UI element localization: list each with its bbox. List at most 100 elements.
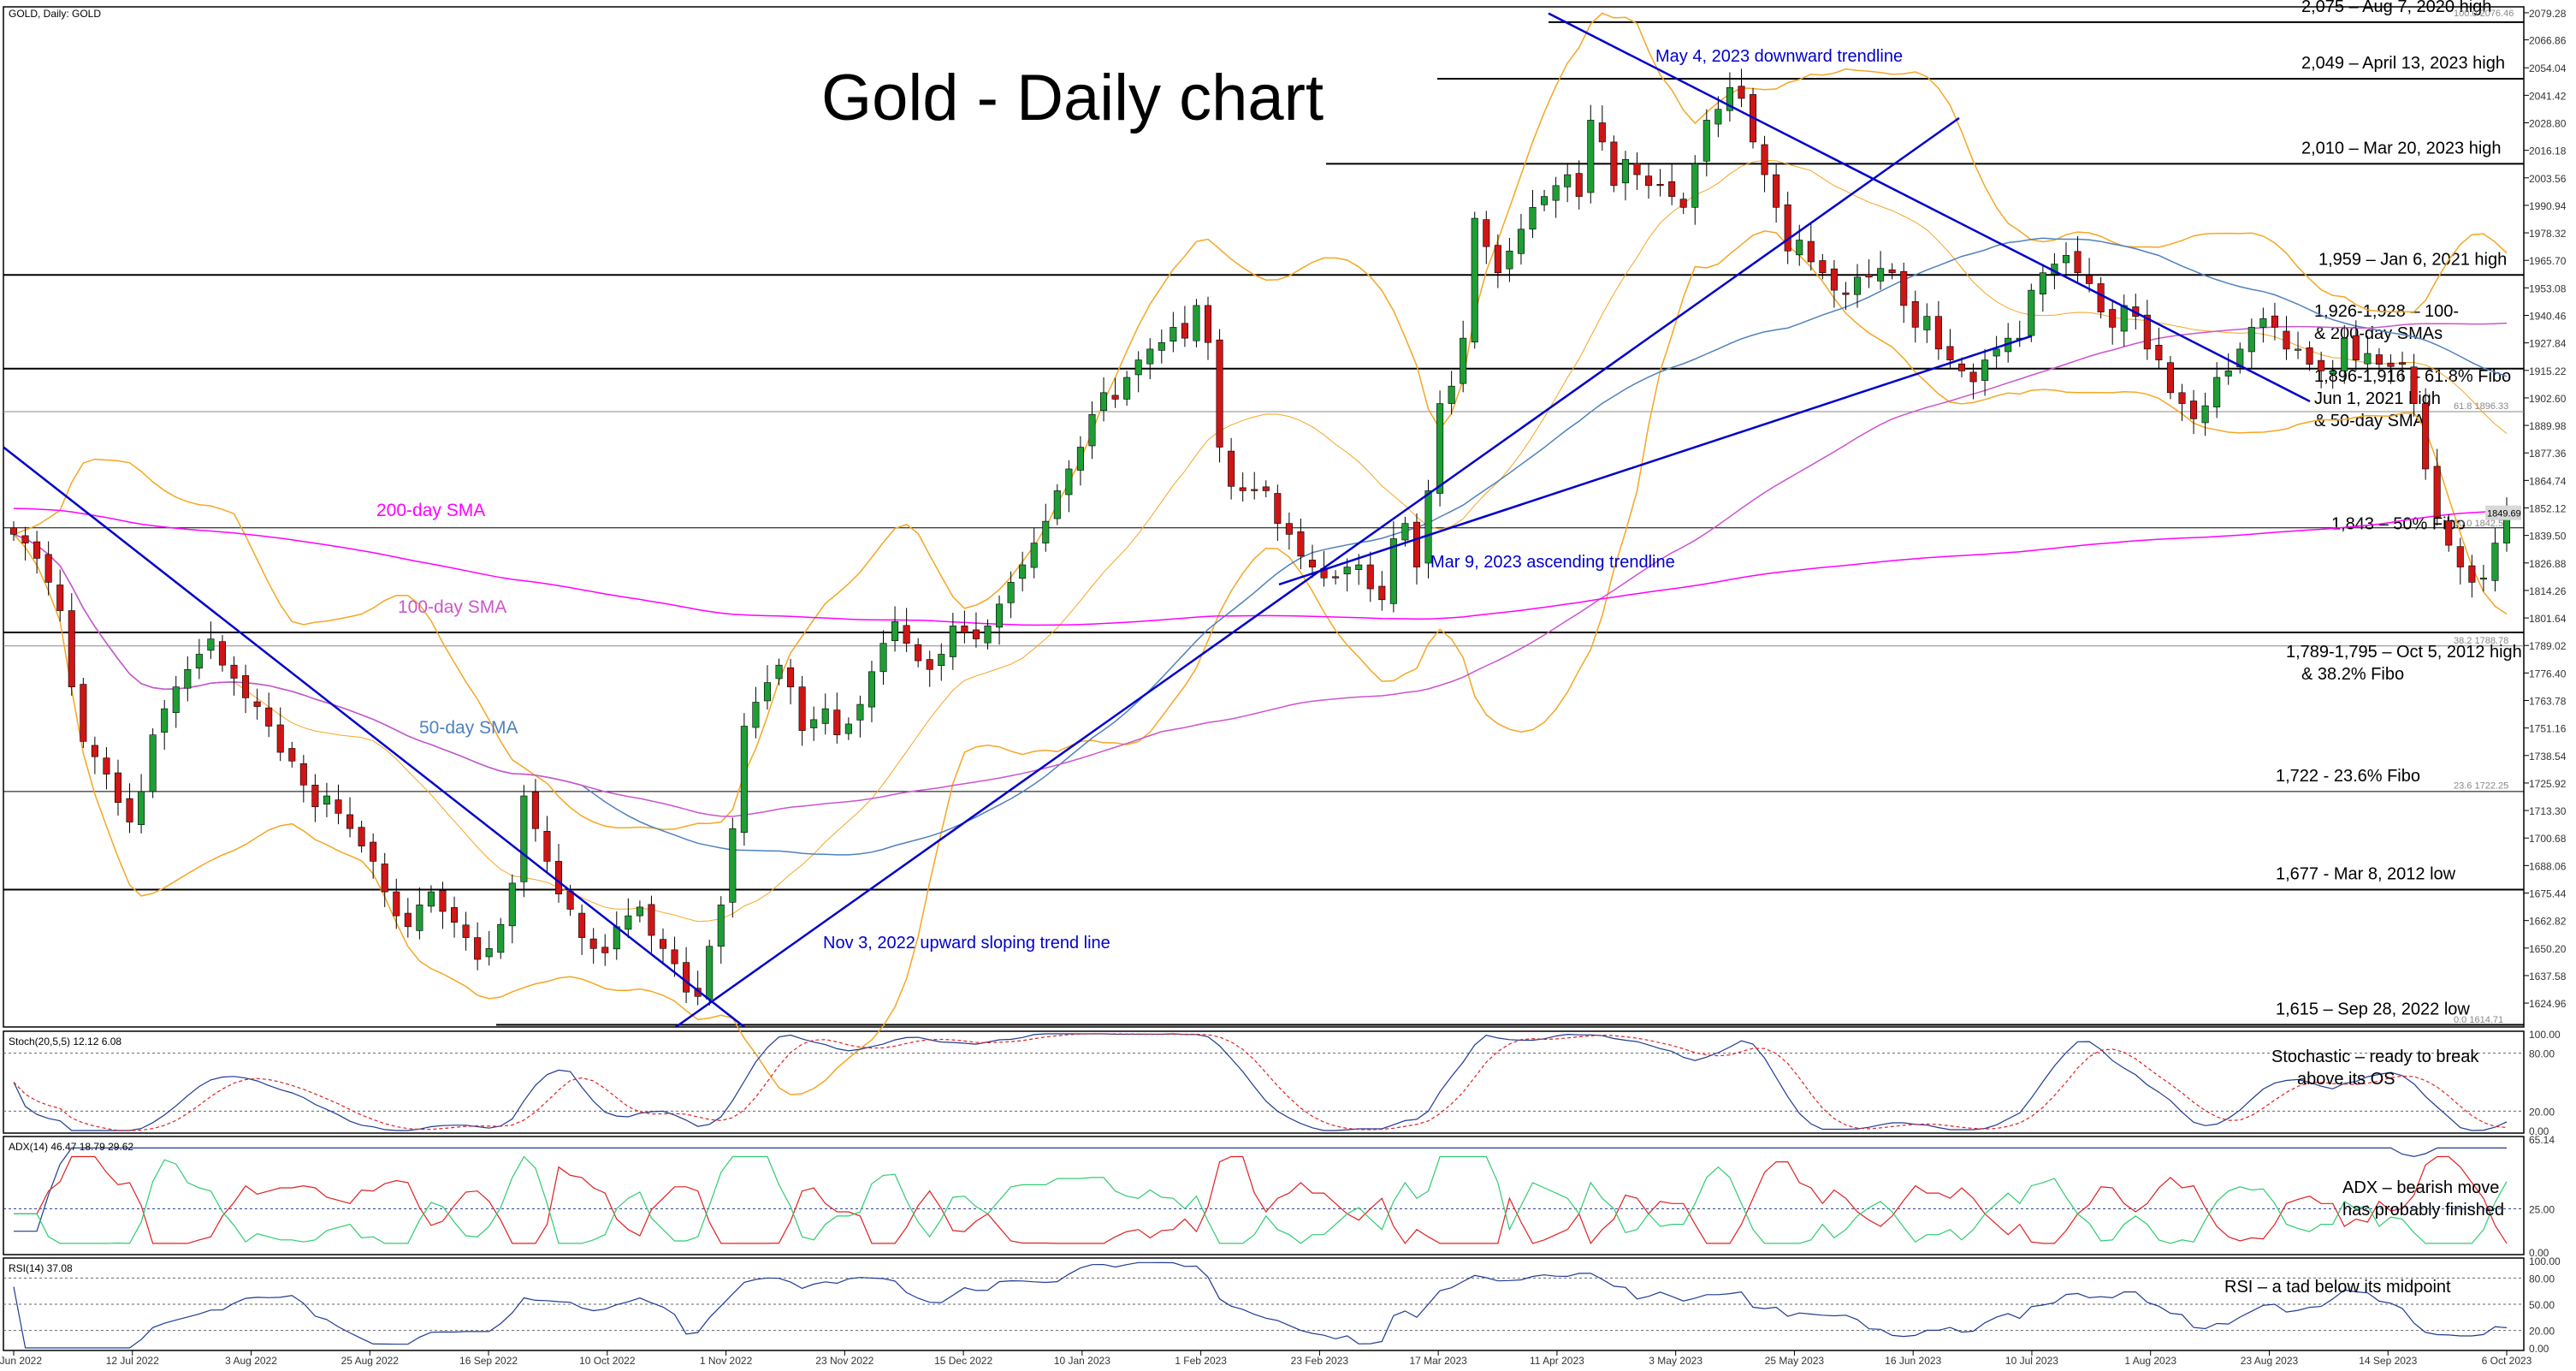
fibo-tag: 38.2 1788.78 [2454,636,2508,646]
y-tick-label: 1864.74 [2529,475,2567,487]
candle-body [1216,339,1223,448]
y-tick-label: 2016.18 [2529,145,2567,157]
candle-body [787,667,795,687]
main-pane-frame [3,6,2525,1028]
candle-body [1030,543,1038,568]
candle-body [381,864,388,893]
candle-body [1865,274,1873,278]
candle-body [648,904,655,936]
x-tick-label: 25 Aug 2022 [341,1355,400,1367]
candle-body [103,757,110,775]
x-tick-label: 20 Jun 2022 [0,1355,42,1367]
candle-body [2086,275,2093,284]
candle-body [1877,268,1885,282]
candle-body [1111,395,1119,400]
candle-body [821,708,829,724]
candle-body [1738,86,1745,99]
candle-body [149,734,157,792]
candle-body [659,939,667,949]
candle-body [1656,184,1664,187]
candle-body [1460,337,1467,384]
stoch-y-tick: 20.00 [2529,1106,2555,1118]
candle-body [1598,122,1606,143]
sma100-label: 100-day SMA [398,597,506,617]
candle-body [2190,401,2198,419]
level-annotation: & 50-day SMA [2314,412,2425,430]
y-tick-label: 1852.12 [2529,503,2567,515]
fibo-tag: 100.0 2076.46 [2454,9,2514,19]
candle-body [2166,362,2174,394]
candle-body [1042,520,1050,543]
candle-body [1332,576,1340,579]
candle-body [625,915,632,930]
x-tick-label: 6 Oct 2023 [2482,1355,2532,1367]
candle-body [218,641,226,666]
candle-body [2433,466,2441,518]
y-tick-label: 1915.22 [2529,365,2567,377]
candle-body [2224,371,2232,377]
y-tick-label: 1688.06 [2529,860,2567,872]
candle-body [1819,260,1827,274]
stoch-header: Stoch(20,5,5) 12.12 6.08 [9,1036,121,1048]
fibo-tag: 50.0 1842.55 [2454,519,2508,529]
candle-body [2120,305,2128,332]
candle-body [1158,341,1165,351]
candle-body [346,814,354,829]
candle-body [2468,565,2476,583]
candle-body [2213,377,2221,407]
candle-body [91,745,98,757]
x-tick-label: 23 Feb 2023 [1291,1355,1349,1367]
adx-minus-di-line [14,1155,2508,1245]
chart-header: GOLD, Daily: GOLD [9,8,101,20]
candle-body [1181,323,1188,339]
candle-body [520,795,528,882]
candle-body [2491,543,2499,581]
candle-body [323,795,330,804]
candle-body [172,686,180,714]
rsi-y-tick: 0.00 [2529,1343,2549,1355]
x-tick-label: 16 Sep 2022 [459,1355,518,1367]
stoch-y-tick: 100.00 [2529,1029,2561,1041]
y-tick-label: 1662.82 [2529,916,2567,928]
candle-body [2039,272,2046,294]
candle-body [2062,255,2070,264]
candle-body [1714,109,1722,125]
stoch-annotation: above its OS [2297,1070,2395,1089]
candle-body [311,784,319,808]
candle-body [2178,392,2186,404]
fibo-tag: 0.0 1614.71 [2454,1015,2503,1025]
candle-body [2247,327,2255,353]
candle-body [1285,523,1293,535]
fibo-tag: 23.6 1722.25 [2454,780,2508,791]
level-label: 2,010 – Mar 20, 2023 high [2301,139,2502,157]
candle-body [1494,245,1501,274]
candle-body [335,799,342,814]
x-tick-label: 15 Dec 2022 [934,1355,992,1367]
candle-body [868,671,875,708]
candle-body [1053,490,1061,519]
candle-body [2109,309,2117,328]
y-tick-label: 1751.16 [2529,723,2567,735]
candle-body [1957,363,1966,371]
candle-body [1703,120,1710,162]
y-tick-label: 1940.46 [2529,311,2567,323]
candle-body [775,664,783,680]
candle-body [833,709,841,736]
adx-header: ADX(14) 46.47 18.79 29.62 [9,1141,133,1153]
candle-body [798,686,806,731]
x-tick-label: 1 Nov 2022 [700,1355,753,1367]
candle-body [416,905,423,931]
candle-body [68,610,75,687]
upward-trendline [675,116,1960,1029]
candle-body [9,527,18,535]
candle-body [763,682,772,702]
candle-body [114,772,122,803]
candle-body [1773,174,1780,208]
bollinger-lower-line [13,230,2508,1095]
y-tick-label: 1978.32 [2529,228,2567,240]
candle-body [984,626,992,644]
y-tick-label: 1789.02 [2529,640,2567,652]
candle-body [1807,240,1815,263]
candle-body [253,701,261,707]
